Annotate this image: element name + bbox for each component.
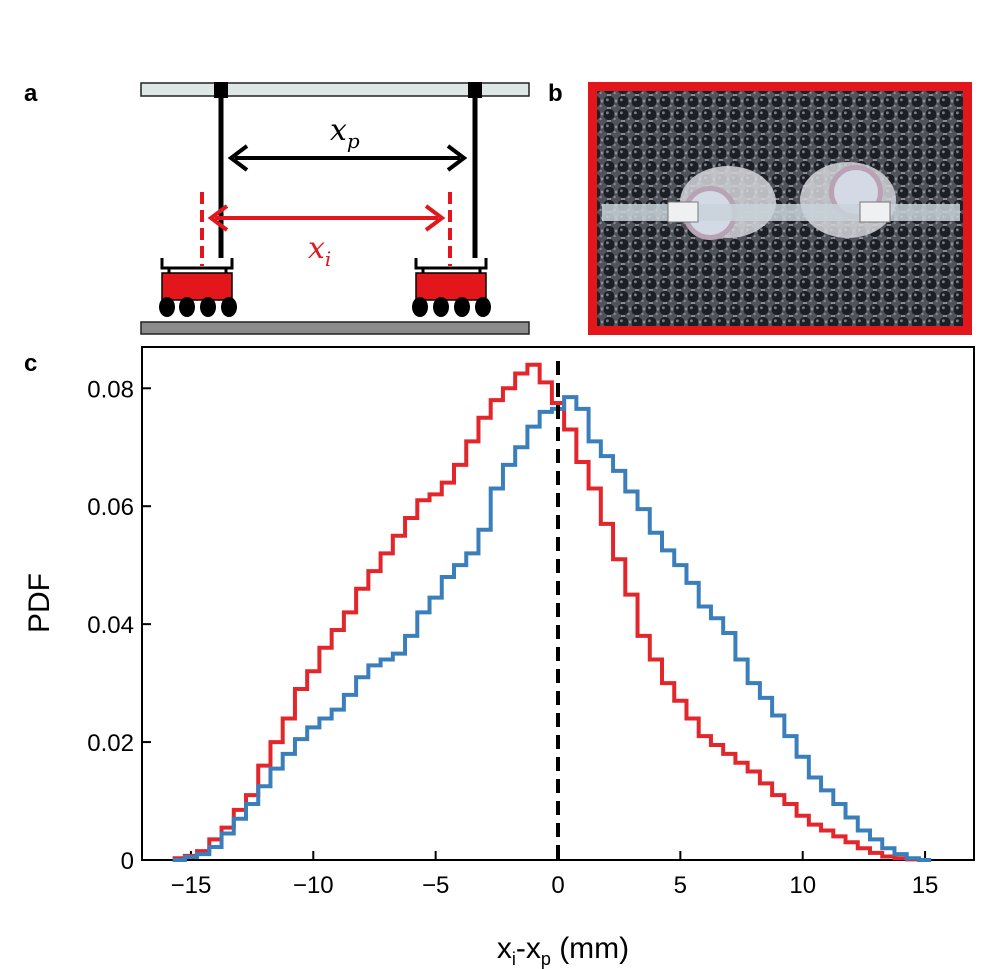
x-tick-label: −10 [293, 872, 334, 899]
series-red-histogram [172, 362, 919, 862]
pdf-chart: −15 −10 −5 0 5 10 15 0 0.02 0.04 0.06 0.08 PDF xi-x… [23, 346, 975, 969]
clamp-right [859, 201, 891, 223]
y-axis-title: PDF [23, 573, 56, 633]
left-rod [214, 82, 228, 258]
left-cart [159, 258, 237, 317]
xi-label: xi [308, 231, 331, 271]
floor [140, 321, 530, 335]
panel-label-a: a [24, 80, 38, 107]
series-blue-histogram [172, 395, 932, 862]
support-bar [140, 82, 530, 97]
x-tick-label: −15 [171, 872, 212, 899]
experiment-photo [588, 82, 972, 335]
rod [602, 204, 960, 221]
y-tick-label: 0.04 [87, 612, 134, 639]
y-tick-label: 0.08 [87, 376, 134, 403]
x-tick-label: 10 [789, 872, 816, 899]
y-tick-label: 0 [121, 848, 134, 875]
setup-diagram: xp xi [140, 82, 530, 335]
y-tick-label: 0.06 [87, 494, 134, 521]
xi-arrow [200, 192, 452, 266]
x-tick-label: 0 [551, 872, 564, 899]
x-tick-label: −5 [422, 872, 449, 899]
xp-label: xp [330, 113, 360, 153]
y-tick-label: 0.02 [87, 730, 134, 757]
panel-label-b: b [548, 80, 563, 107]
x-tick-label: 15 [912, 872, 939, 899]
xp-arrow [227, 144, 468, 172]
clamp-left [667, 201, 699, 223]
right-rod [468, 82, 482, 258]
panel-label-c: c [24, 350, 38, 377]
right-cart [412, 258, 491, 317]
x-axis-title: xi-xp (mm) [497, 932, 629, 969]
x-tick-label: 5 [674, 872, 687, 899]
